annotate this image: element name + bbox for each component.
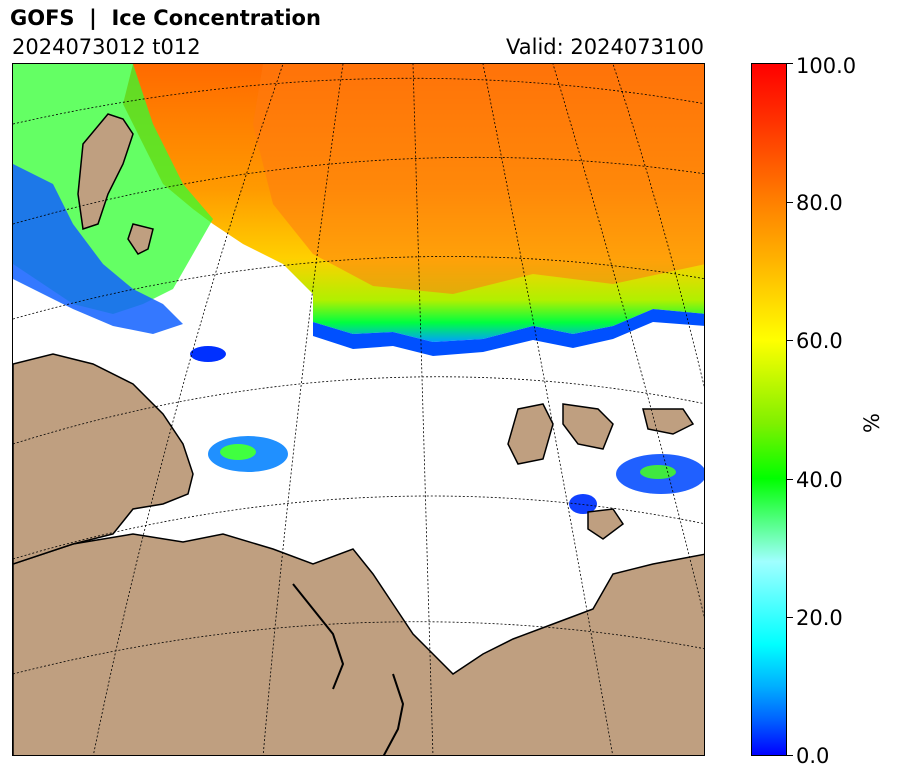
island-vaygach [127, 223, 154, 255]
graticule [13, 64, 704, 755]
colorbar-tick-label: 20.0 [796, 606, 843, 630]
land-masses [13, 113, 704, 755]
island-north-east-2 [562, 403, 614, 450]
colorbar-tick-label: 60.0 [796, 329, 843, 353]
island-north-east-3 [642, 408, 695, 435]
ice-orange-core [253, 64, 704, 294]
land-yamal [13, 353, 194, 565]
colorbar-tick [787, 340, 793, 341]
river-line [292, 583, 345, 690]
land-south [13, 533, 704, 755]
valid-time-label: Valid: 2024073100 [506, 35, 704, 59]
island-small [587, 508, 625, 540]
ice-west-blue [13, 164, 183, 334]
colorbar-tick [787, 755, 793, 756]
map-canvas [13, 64, 704, 755]
ice-edge-blue [313, 309, 704, 356]
colorbar-tick [787, 617, 793, 618]
run-label: 2024073012 t012 [12, 35, 201, 59]
colorbar [751, 63, 787, 756]
island-novaya-zemlya [77, 113, 134, 230]
colorbar-tick-label: 100.0 [796, 54, 857, 78]
ice-concentration-map [12, 63, 705, 756]
river-line-2 [382, 673, 405, 755]
colorbar-tick-label: 80.0 [796, 191, 843, 215]
colorbar-tick [787, 63, 793, 64]
colorbar-tick-label: 40.0 [796, 468, 843, 492]
colorbar-tick [787, 202, 793, 203]
colorbar-tick-label: 0.0 [796, 744, 830, 768]
colorbar-unit-label: % [859, 413, 884, 433]
map-title: GOFS | Ice Concentration [10, 6, 321, 30]
colorbar-tick [787, 479, 793, 480]
island-north-east-1 [507, 403, 554, 465]
